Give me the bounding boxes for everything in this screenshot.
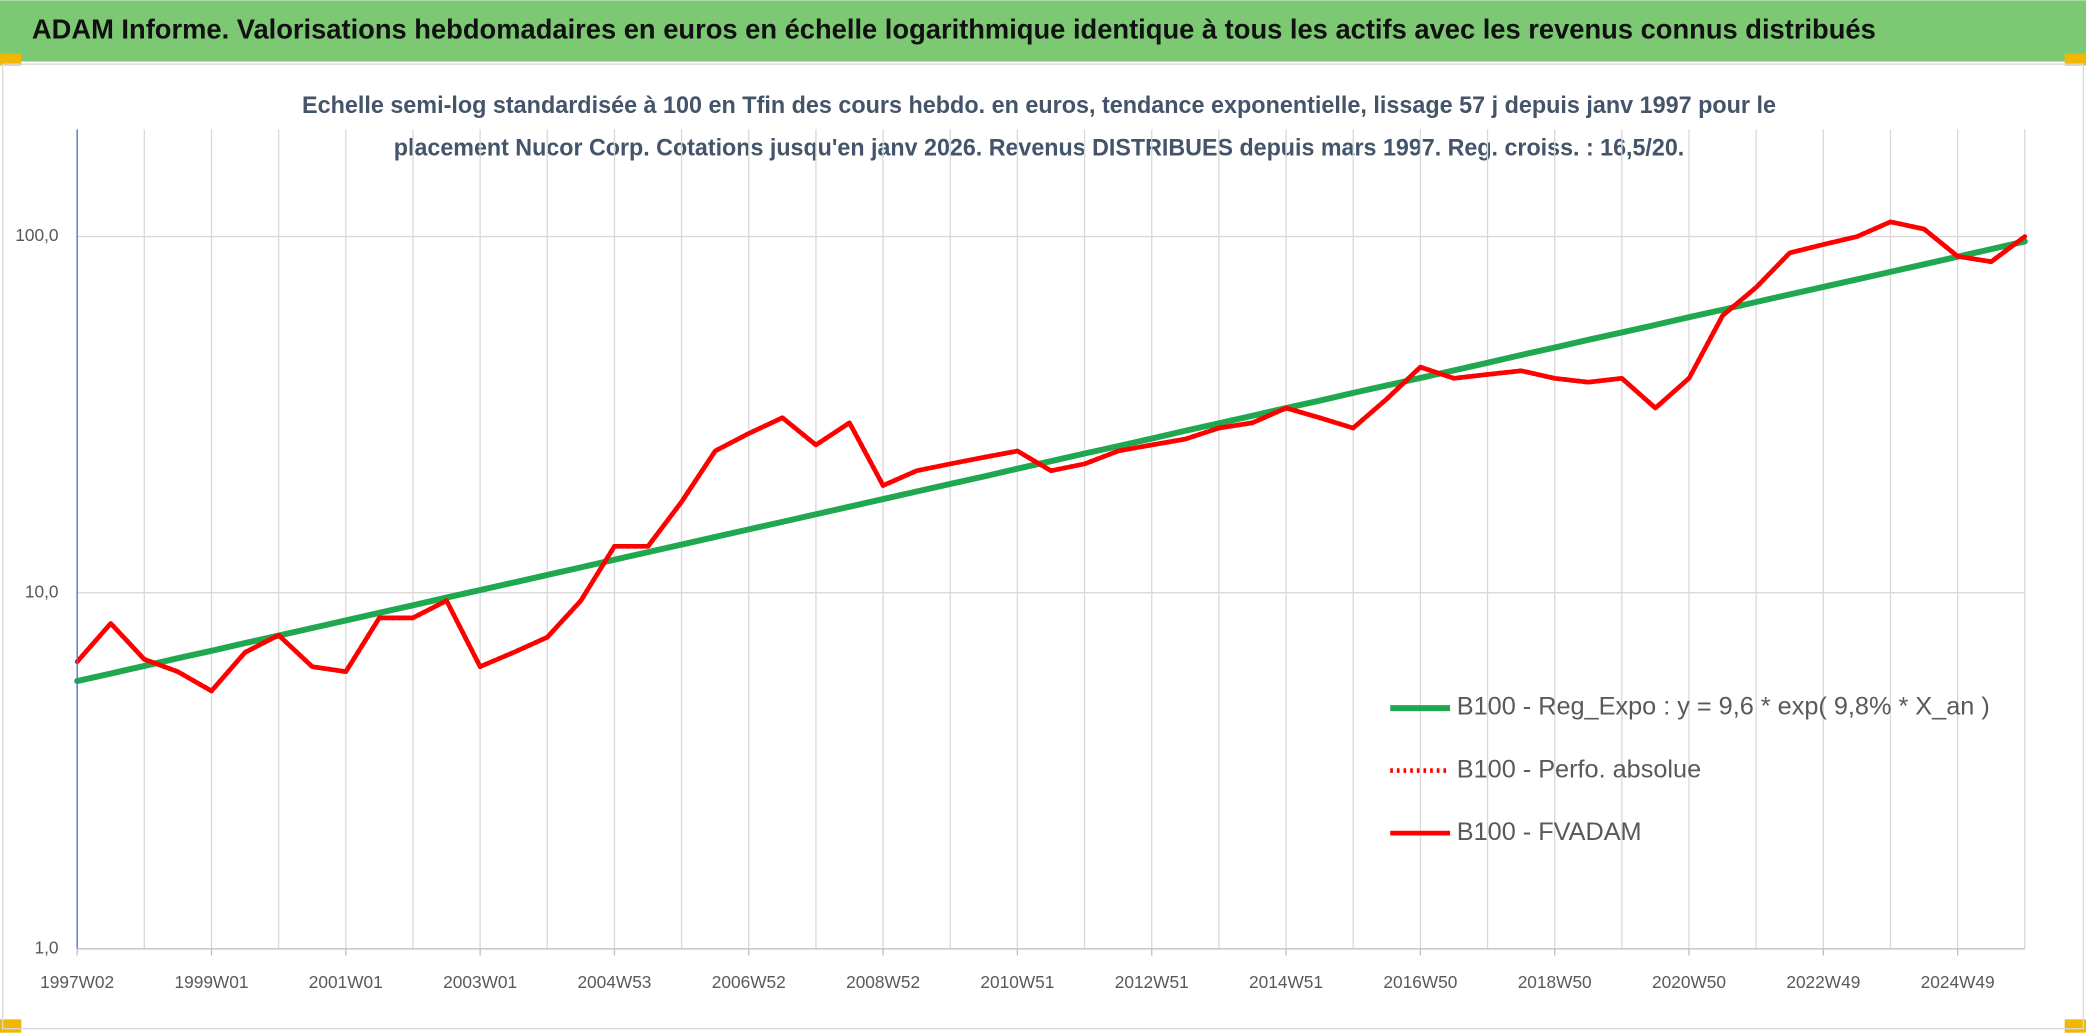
x-tick-label: 1997W02 xyxy=(40,972,114,992)
chart-subtitle: Echelle semi-log standardisée à 100 en T… xyxy=(302,92,1776,119)
frame xyxy=(1,63,2085,1030)
series-line xyxy=(74,219,2028,694)
chart-subtitle: placement Nucor Corp. Cotations jusqu'en… xyxy=(394,135,1684,162)
header-bar xyxy=(0,0,2086,62)
chart-title: ADAM Informe. Valorisations hebdomadaire… xyxy=(32,13,1876,44)
x-tick-label: 2008W52 xyxy=(846,972,920,992)
x-tick-label: 2004W53 xyxy=(577,972,651,992)
x-tick-label: 2006W52 xyxy=(712,972,786,992)
x-tick-label: 2014W51 xyxy=(1249,972,1323,992)
x-tick-label: 2003W01 xyxy=(443,972,517,992)
legend-label: B100 - Reg_Expo : y = 9,6 * exp( 9,8% * … xyxy=(1457,693,1990,721)
axes: 1,0 10,0 100,0 1997W02 1999W01 2001W01 2003W01… xyxy=(15,129,2025,992)
x-tick-label: 2012W51 xyxy=(1115,972,1189,992)
corner xyxy=(0,53,22,66)
y-tick-label: 100,0 xyxy=(15,225,58,245)
x-tick-label: 2022W49 xyxy=(1786,972,1860,992)
x-tick-label: 2024W49 xyxy=(1921,972,1995,992)
x-tick-label: 2020W50 xyxy=(1652,972,1726,992)
legend-label: B100 - Perfo. absolue xyxy=(1457,755,1701,783)
x-tick-label: 2010W51 xyxy=(980,972,1054,992)
y-tick-label: 10,0 xyxy=(25,581,59,601)
x-tick-label: 1999W01 xyxy=(174,972,248,992)
x-tick-label: 2018W50 xyxy=(1518,972,1592,992)
grid xyxy=(77,129,2026,950)
series-line xyxy=(74,238,2028,685)
legend-label: B100 - FVADAM xyxy=(1457,818,1642,846)
x-tick-label: 2016W50 xyxy=(1383,972,1457,992)
x-tick-label: 2001W01 xyxy=(309,972,383,992)
plot xyxy=(74,219,2028,694)
y-tick-label: 1,0 xyxy=(35,937,59,957)
corner xyxy=(2064,53,2086,66)
legend: B100 - Reg_Expo : y = 9,6 * exp( 9,8% * … xyxy=(1390,693,1990,846)
